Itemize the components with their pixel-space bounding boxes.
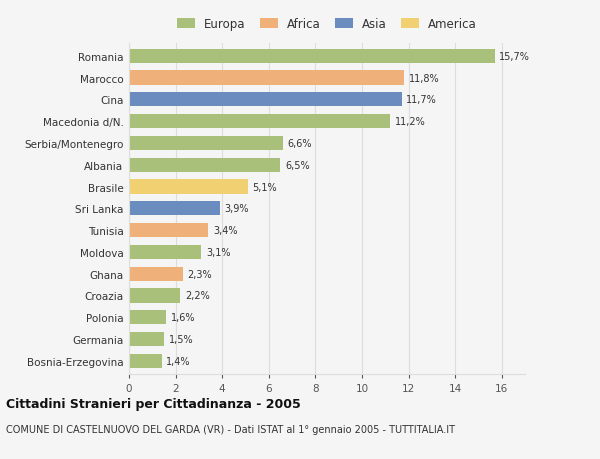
Bar <box>129 224 208 238</box>
Bar <box>129 245 201 259</box>
Text: 15,7%: 15,7% <box>499 52 530 62</box>
Text: 5,1%: 5,1% <box>253 182 277 192</box>
Text: 6,5%: 6,5% <box>285 160 310 170</box>
Text: 3,4%: 3,4% <box>213 225 238 235</box>
Bar <box>129 202 220 216</box>
Text: Cittadini Stranieri per Cittadinanza - 2005: Cittadini Stranieri per Cittadinanza - 2… <box>6 397 301 410</box>
Legend: Europa, Africa, Asia, America: Europa, Africa, Asia, America <box>173 14 481 34</box>
Bar <box>129 158 280 173</box>
Text: 1,6%: 1,6% <box>171 313 196 323</box>
Text: 11,8%: 11,8% <box>409 73 439 84</box>
Bar <box>129 50 495 64</box>
Text: 6,6%: 6,6% <box>287 139 312 149</box>
Text: 1,5%: 1,5% <box>169 334 193 344</box>
Text: COMUNE DI CASTELNUOVO DEL GARDA (VR) - Dati ISTAT al 1° gennaio 2005 - TUTTITALI: COMUNE DI CASTELNUOVO DEL GARDA (VR) - D… <box>6 425 455 435</box>
Text: 2,2%: 2,2% <box>185 291 209 301</box>
Text: 11,7%: 11,7% <box>406 95 437 105</box>
Text: 3,1%: 3,1% <box>206 247 230 257</box>
Bar <box>129 180 248 194</box>
Text: 2,3%: 2,3% <box>187 269 212 279</box>
Text: 11,2%: 11,2% <box>395 117 425 127</box>
Bar <box>129 115 390 129</box>
Text: 3,9%: 3,9% <box>224 204 249 214</box>
Bar <box>129 354 161 368</box>
Bar <box>129 267 182 281</box>
Bar <box>129 310 166 325</box>
Bar <box>129 136 283 151</box>
Bar <box>129 289 180 303</box>
Bar <box>129 93 401 107</box>
Text: 1,4%: 1,4% <box>166 356 191 366</box>
Bar <box>129 71 404 85</box>
Bar <box>129 332 164 347</box>
